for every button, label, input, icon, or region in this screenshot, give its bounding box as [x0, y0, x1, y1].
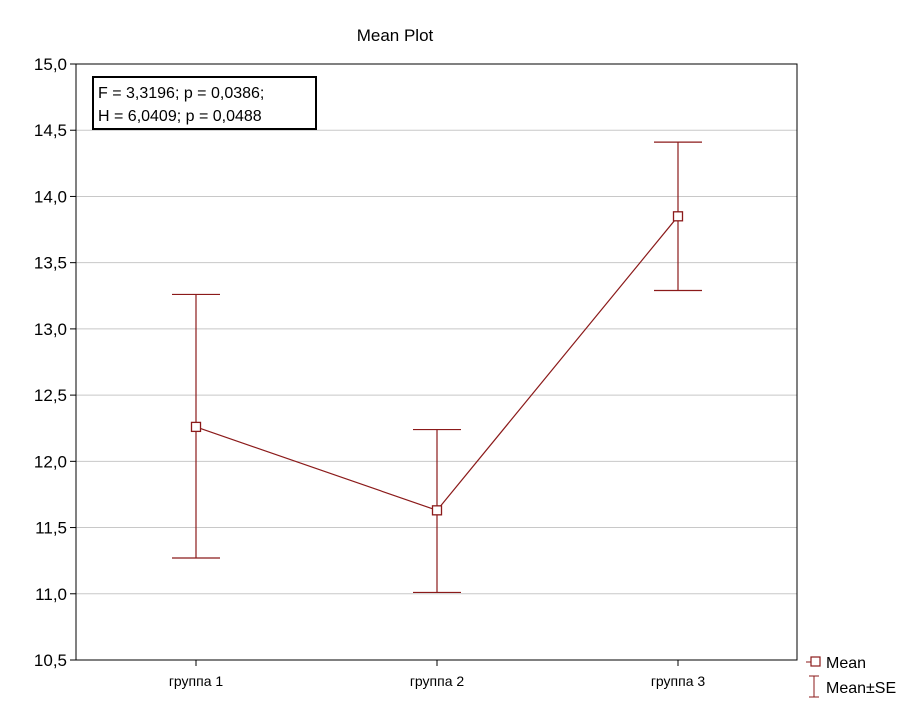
- h-statistic-text: H = 6,0409; p = 0,0488: [98, 108, 262, 125]
- legend-item-mean: Mean: [806, 655, 866, 672]
- y-tick-label: 14,0: [34, 187, 67, 206]
- legend-mean-marker-icon: [810, 656, 821, 667]
- y-tick-label: 10,5: [34, 651, 67, 670]
- y-tick-label: 11,0: [35, 585, 67, 604]
- y-tick-label: 13,0: [34, 320, 67, 339]
- mean-point: [190, 421, 202, 433]
- statistics-annotation-box: F = 3,3196; p = 0,0386; H = 6,0409; p = …: [92, 76, 317, 130]
- legend-mean-label: Mean: [826, 655, 866, 672]
- mean-point: [672, 211, 684, 222]
- y-axis-ticks: 10,5 11,0 11,5 12,0 12,5 13,0 13,5 14,0 14,5 15,0: [34, 55, 76, 670]
- x-tick-label: группа 1: [169, 673, 224, 689]
- y-tick-label: 13,5: [34, 254, 67, 273]
- y-tick-label: 11,5: [35, 519, 67, 538]
- legend-mean-se-label: Mean±SE: [826, 680, 896, 697]
- chart-title: Mean Plot: [357, 26, 434, 45]
- y-tick-label: 14,5: [34, 121, 67, 140]
- x-tick-label: группа 2: [410, 673, 465, 689]
- mean-point: [431, 505, 443, 516]
- y-tick-label: 15,0: [34, 55, 67, 74]
- f-statistic-text: F = 3,3196; p = 0,0386;: [98, 85, 264, 102]
- legend-item-mean-se: Mean±SE: [809, 675, 896, 698]
- x-tick-label: группа 3: [651, 673, 706, 689]
- statistics-box-frame: [92, 76, 317, 130]
- y-tick-label: 12,5: [34, 386, 67, 405]
- mean-series: [172, 141, 702, 594]
- chart-legend: Mean Mean±SE: [806, 655, 896, 698]
- y-tick-label: 12,0: [34, 452, 67, 471]
- x-axis-ticks: группа 1 группа 2 группа 3: [169, 660, 706, 689]
